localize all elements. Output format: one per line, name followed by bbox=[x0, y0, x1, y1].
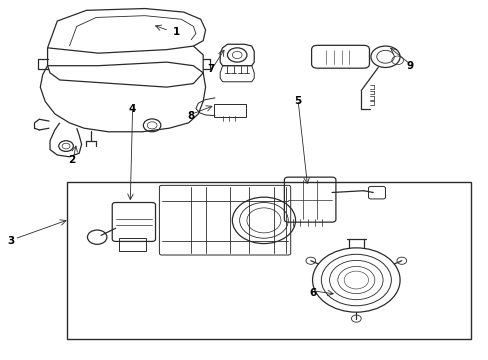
Text: 4: 4 bbox=[129, 104, 136, 113]
Text: 2: 2 bbox=[68, 156, 75, 165]
Text: 8: 8 bbox=[187, 111, 194, 121]
Text: 5: 5 bbox=[294, 96, 301, 107]
Text: 7: 7 bbox=[206, 64, 214, 74]
Text: 3: 3 bbox=[7, 236, 15, 246]
Text: 1: 1 bbox=[172, 27, 180, 37]
Bar bbox=[67, 182, 469, 339]
Text: 9: 9 bbox=[406, 61, 412, 71]
Text: 6: 6 bbox=[308, 288, 316, 297]
